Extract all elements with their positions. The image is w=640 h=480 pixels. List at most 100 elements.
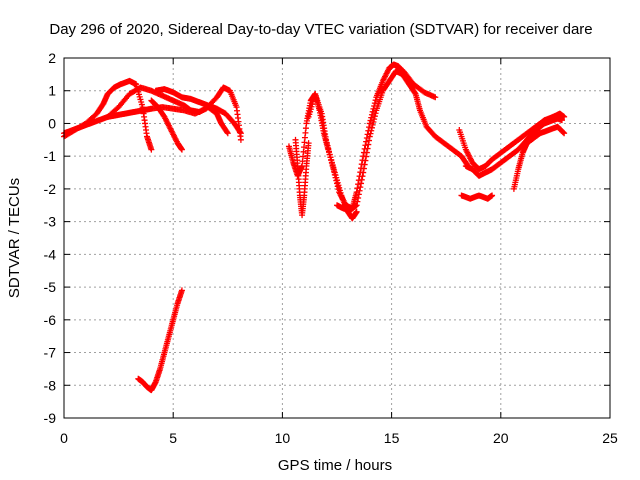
data-point [361,161,368,168]
data-point [362,142,369,149]
data-point [366,133,373,140]
data-point [411,89,418,96]
data-point [372,97,379,104]
data-point [432,94,439,101]
data-point [334,180,340,187]
y-tick-label: -9 [44,410,57,426]
x-axis-label: GPS time / hours [278,457,392,474]
data-point [353,208,360,215]
data-point [178,146,185,153]
data-point [356,187,363,194]
data-point [305,140,312,147]
data-point [353,202,360,209]
data-point [178,287,185,294]
axis-ticks: 0 5 10 15 20 25 -9 -8 -7 -6 -5 -4 -3 -2 -1 0 1 2 [44,50,618,446]
data-point [148,146,155,153]
data-point [357,184,364,191]
data-point [224,129,231,136]
data-point [334,183,341,190]
y-tick-label: 1 [48,83,56,99]
data-point [371,116,378,123]
x-tick-label: 5 [169,430,177,446]
y-tick-label: -3 [44,214,57,230]
series-arc-h [292,136,312,219]
data-point [366,124,373,131]
data-point [330,165,337,172]
data-point [355,191,362,198]
data-point [561,113,568,120]
data-point [360,169,367,176]
data-point [359,173,366,180]
series-arc-f [135,287,185,394]
x-tick-label: 10 [275,430,291,446]
data-point [237,129,244,136]
data-point [328,157,335,164]
data-point [325,145,332,152]
data-point [324,142,331,149]
data-point [354,198,361,205]
data-point [328,160,335,167]
y-axis-label: SDTVAR / TECUs [6,178,23,298]
data-point [560,129,567,136]
y-tick-label: -8 [44,377,57,393]
data-point [237,130,244,137]
data-point [371,100,378,107]
y-tick-label: -7 [44,345,57,361]
y-tick-label: -2 [44,181,57,197]
series-arc-b [61,77,155,153]
data-point [371,113,378,120]
data-point [326,151,333,158]
data-point [332,174,339,181]
data-markers [61,61,568,394]
data-point [331,168,338,175]
series-arc-e [148,97,185,153]
data-point [331,171,338,178]
data-point [327,154,334,161]
data-point [363,149,370,156]
x-tick-label: 25 [602,430,618,446]
data-point [323,136,330,143]
series-arc-o [519,123,568,150]
data-point [370,119,377,125]
data-point [335,186,342,193]
data-point [489,192,496,199]
data-point [364,145,371,152]
data-point [333,177,340,184]
data-point [372,110,379,117]
data-point [325,148,332,155]
data-point [367,130,374,137]
data-point [368,127,375,134]
data-point [561,130,568,137]
data-point [329,163,336,169]
x-tick-label: 20 [493,430,509,446]
data-point [363,153,370,160]
series-arc-d [152,86,244,137]
plot-frame [63,57,611,419]
chart-title: Day 296 of 2020, Sidereal Day-to-day VTE… [49,21,592,38]
series-arc-j [334,68,472,214]
series-arc-n [510,110,568,192]
series-arc-m [458,192,496,202]
data-point [365,141,372,148]
data-point [237,136,244,143]
y-tick-label: -4 [44,246,57,262]
y-tick-label: -6 [44,312,57,328]
data-point [369,121,376,128]
y-tick-label: -5 [44,279,57,295]
data-point [355,195,362,201]
series-arc-c [104,84,231,137]
data-point [362,157,369,164]
data-point [358,176,365,183]
y-tick-label: -1 [44,148,57,164]
data-point [358,180,365,187]
y-tick-label: 2 [48,50,56,66]
data-point [368,124,375,131]
y-tick-label: 0 [48,115,56,131]
data-point [224,130,231,137]
x-tick-label: 15 [384,430,400,446]
x-tick-label: 0 [60,430,68,446]
data-point [323,139,330,146]
data-point [360,165,367,172]
